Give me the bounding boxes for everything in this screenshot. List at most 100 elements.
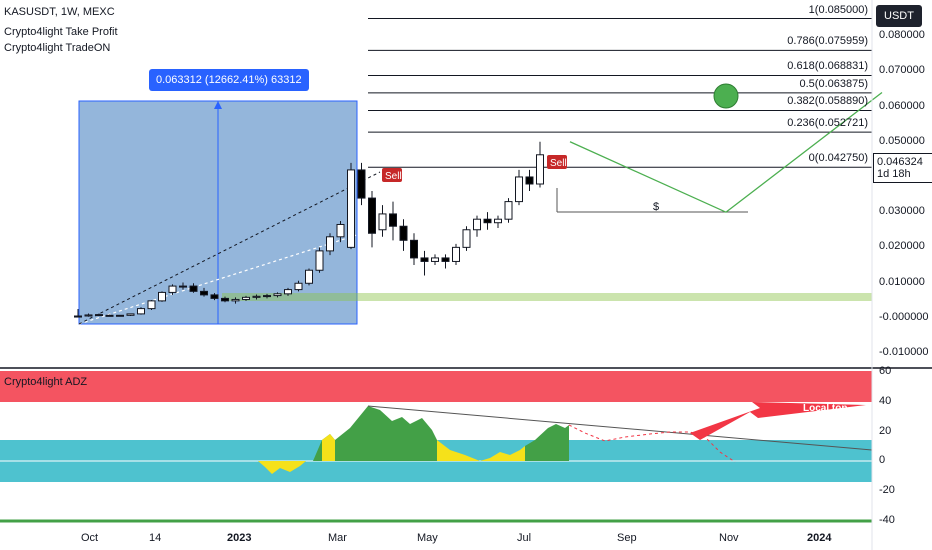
time-tick: 2023 xyxy=(227,532,252,544)
candle xyxy=(147,300,156,310)
trendline-upper xyxy=(78,171,381,325)
time-tick: Nov xyxy=(719,532,739,544)
candle xyxy=(441,257,450,262)
candle xyxy=(525,176,534,185)
price-tick: -0.010000 xyxy=(879,345,929,358)
time-tick: 14 xyxy=(149,532,162,544)
yellow-fill-area xyxy=(437,440,525,461)
candle xyxy=(515,176,523,203)
price-tick: 0.010000 xyxy=(879,275,925,288)
candle xyxy=(452,246,460,262)
candle xyxy=(137,308,145,315)
candle xyxy=(305,269,313,284)
indicator-tick: 40 xyxy=(879,394,892,407)
fib-label: 0(0.042750) xyxy=(808,152,868,165)
candle xyxy=(462,229,471,248)
indicator-tick: 0 xyxy=(879,454,886,467)
fib-label: 0.618(0.068831) xyxy=(787,60,868,73)
candle xyxy=(420,257,429,262)
price-tick: 0.020000 xyxy=(879,240,925,253)
candle xyxy=(242,296,250,300)
sell-marker xyxy=(382,168,402,182)
candle xyxy=(494,218,502,224)
time-tick: May xyxy=(417,532,438,544)
symbol-title: KASUSDT, 1W, MEXC xyxy=(4,6,115,18)
time-tick: Mar xyxy=(328,532,347,544)
local-top-label: Local top xyxy=(803,403,848,414)
candle xyxy=(368,197,376,234)
candle xyxy=(252,295,261,298)
trendline-lower xyxy=(78,69,873,325)
current-price-label: 0.046324 1d 18h xyxy=(873,153,932,183)
candle xyxy=(126,313,135,316)
measure-tooltip: 0.063312 (12662.41%) 63312 xyxy=(149,69,309,91)
candle xyxy=(326,236,334,252)
candle xyxy=(347,169,355,248)
candle xyxy=(168,285,177,293)
time-tick: Sep xyxy=(617,532,637,544)
fib-label: 0.5(0.063875) xyxy=(799,77,869,90)
candle xyxy=(315,250,324,271)
bar-countdown: 1d 18h xyxy=(877,168,911,180)
indicator-tick: -20 xyxy=(879,484,895,497)
indicator-trendline xyxy=(367,405,873,451)
fib-label: 1(0.085000) xyxy=(808,3,868,16)
time-tick: Jul xyxy=(517,532,532,544)
measure-arrowhead xyxy=(214,101,222,109)
sell-marker xyxy=(547,155,567,169)
sell-marker-label: Sell xyxy=(550,158,567,169)
candle xyxy=(284,289,292,295)
candle xyxy=(410,239,418,259)
time-tick: Oct xyxy=(81,532,99,544)
projection-line xyxy=(569,91,883,213)
fib-label: 0.236(0.052721) xyxy=(787,117,868,130)
fib-levels xyxy=(368,18,872,168)
price-tick: -0.000000 xyxy=(879,310,929,323)
candle xyxy=(483,218,492,224)
adz-indicator-label[interactable]: Crypto4light ADZ xyxy=(4,376,88,388)
candles xyxy=(74,141,544,318)
price-tick: 0.030000 xyxy=(879,205,925,218)
indicator-tick: 60 xyxy=(879,365,892,377)
candle xyxy=(200,290,208,296)
red-zone xyxy=(0,371,872,402)
candle xyxy=(221,297,229,302)
indicator-label[interactable]: Crypto4light Take Profit xyxy=(4,26,118,38)
currency-badge[interactable]: USDT xyxy=(876,5,922,27)
candle xyxy=(357,169,366,199)
sell-marker-label: Sell xyxy=(385,171,402,182)
indicator-tick: -40 xyxy=(879,514,895,526)
candle xyxy=(105,314,114,317)
candle xyxy=(399,225,408,241)
green-fill-area xyxy=(525,424,569,461)
candle xyxy=(179,285,187,288)
candle xyxy=(378,213,387,231)
indicator-forecast xyxy=(568,424,736,463)
local-top-arrow xyxy=(690,402,866,440)
candle xyxy=(74,315,82,318)
green-fill-area xyxy=(313,406,437,461)
fib-label: 0.382(0.058890) xyxy=(787,95,868,108)
candle xyxy=(231,298,240,302)
candle xyxy=(536,154,544,185)
candle xyxy=(389,213,397,227)
candle xyxy=(189,285,198,292)
candle xyxy=(273,293,282,297)
candle xyxy=(473,218,481,231)
support-band xyxy=(222,293,872,301)
candle xyxy=(294,282,303,291)
candle xyxy=(116,314,124,317)
candle xyxy=(95,314,103,317)
dollar-marker: $ xyxy=(653,201,659,213)
candle xyxy=(504,201,513,220)
candle xyxy=(84,314,93,317)
price-tick: 0.060000 xyxy=(879,99,925,112)
indicator-label[interactable]: Crypto4light TradeON xyxy=(4,42,111,54)
time-tick: 2024 xyxy=(807,532,832,544)
candle xyxy=(431,257,439,262)
projection-path xyxy=(569,91,883,213)
yellow-fill-area xyxy=(258,461,306,474)
candle xyxy=(263,295,271,298)
price-tick: 0.080000 xyxy=(879,29,925,42)
